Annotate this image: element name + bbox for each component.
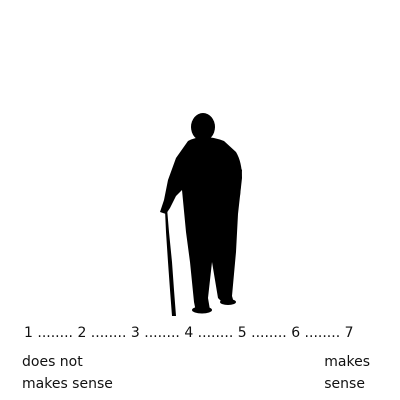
scale-point-4[interactable]: 4 (184, 325, 194, 341)
scale-separator: ........ (246, 325, 292, 341)
rating-scale: 1 ........ 2 ........ 3 ........ 4 .....… (24, 326, 354, 340)
anchor-label-low: does not makes sense (22, 351, 113, 395)
anchor-high-line1: makes (324, 354, 370, 370)
scale-point-7[interactable]: 7 (344, 325, 354, 341)
cane-shape (165, 208, 176, 316)
arm-shape (230, 150, 242, 200)
scale-separator: ........ (193, 325, 238, 341)
foot-left (192, 306, 212, 314)
scale-separator: ........ (300, 325, 345, 341)
head-shape (191, 113, 215, 141)
anchor-high-line2: sense (324, 376, 365, 392)
scale-point-5[interactable]: 5 (237, 325, 247, 341)
scale-point-3[interactable]: 3 (130, 325, 140, 341)
anchor-label-high: makes sense (324, 351, 370, 395)
scale-separator: ........ (139, 325, 185, 341)
scale-point-1[interactable]: 1 (24, 325, 33, 341)
body-shape (160, 137, 242, 312)
anchor-low-line1: does not (22, 354, 83, 370)
foot-right (220, 299, 236, 305)
anchor-low-line2: makes sense (22, 376, 113, 392)
scale-separator: ........ (32, 325, 78, 341)
scale-point-6[interactable]: 6 (291, 325, 301, 341)
scale-point-2[interactable]: 2 (77, 325, 87, 341)
scale-separator: ........ (86, 325, 131, 341)
